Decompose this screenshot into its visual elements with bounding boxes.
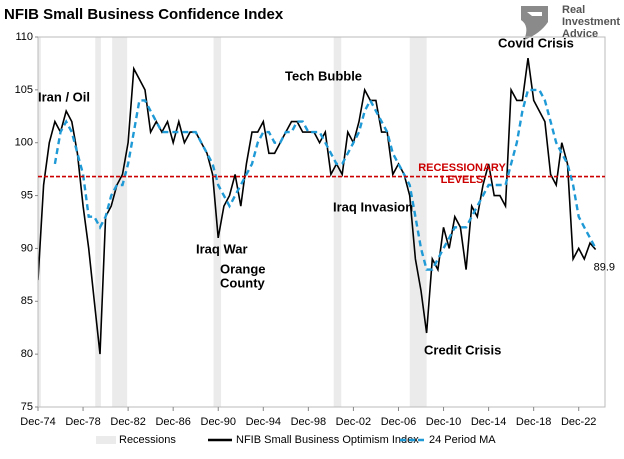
logo-text: Advice [562,28,598,40]
plot-area [38,37,597,407]
x-tick-label: Dec-86 [155,416,190,428]
annotation: County [220,275,266,290]
legend-label: 24 Period MA [429,434,496,446]
recession-band [112,37,128,407]
x-tick-label: Dec-18 [516,416,551,428]
recession-band [333,37,342,407]
recession-band [38,37,41,407]
x-tick-label: Dec-90 [201,416,236,428]
annotation: Covid Crisis [498,35,574,50]
logo-text: Real [562,4,585,16]
annotation: Tech Bubble [285,68,362,83]
x-tick-label: Dec-78 [65,416,100,428]
x-tick-label: Dec-98 [291,416,326,428]
logo-detail [527,12,542,16]
reference-label: LEVELS [441,174,484,186]
x-tick-label: Dec-02 [336,416,371,428]
y-tick-label: 100 [15,137,33,149]
legend-swatch [96,436,116,444]
x-tick-label: Dec-06 [381,416,416,428]
plot-frame [37,36,606,408]
x-tick-label: Dec-14 [471,416,506,428]
chart-title: NFIB Small Business Confidence Index [4,6,284,23]
y-tick-label: 85 [21,295,33,307]
x-tick-label: Dec-94 [246,416,281,428]
recession-band [409,37,427,407]
x-tick-label: Dec-82 [110,416,145,428]
y-tick-label: 110 [15,31,33,43]
logo-text: Investment [562,16,620,28]
y-tick-label: 80 [21,348,33,360]
legend-label: NFIB Small Business Optimism Index [236,434,419,446]
legend-label: Recessions [119,434,176,446]
annotation: Orange [220,261,266,276]
x-tick-label: Dec-22 [561,416,596,428]
x-tick-label: Dec-10 [426,416,461,428]
annotation: Credit Crisis [424,342,501,357]
series-line [53,88,597,271]
x-tick-label: Dec-74 [20,416,55,428]
annotation: Iran / Oil [38,89,90,104]
y-tick-label: 90 [21,242,33,254]
y-tick-label: 95 [21,189,33,201]
value-label: 89.9 [594,261,615,273]
reference-label: RECESSIONARY [418,162,506,174]
series-line [38,57,597,355]
annotation: Iraq Invasion [333,199,413,214]
y-tick-label: 105 [15,84,33,96]
annotation: Iraq War [196,241,248,256]
y-tick-label: 75 [21,401,33,413]
